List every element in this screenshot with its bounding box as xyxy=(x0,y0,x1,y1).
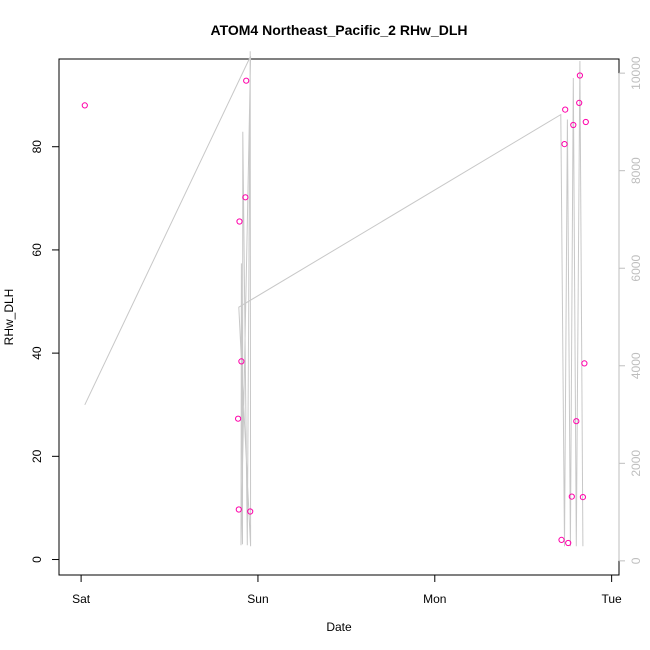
y-tick-label: 20 xyxy=(30,449,44,463)
data-point xyxy=(235,415,242,422)
data-point xyxy=(582,118,589,126)
x-tick-label: Sun xyxy=(247,592,268,606)
x-tick-label: Mon xyxy=(423,592,446,606)
plot-frame xyxy=(58,58,620,576)
y-right-tick-label: 0 xyxy=(629,557,643,564)
x-axis: Sat Sun Mon Tue xyxy=(72,574,623,606)
data-point xyxy=(570,121,577,129)
series-line-layer xyxy=(84,51,584,547)
x-axis-label: Date xyxy=(326,620,352,634)
series-line xyxy=(84,51,584,547)
data-point xyxy=(576,99,583,107)
data-point xyxy=(236,218,243,225)
y-right-tick-label: 8000 xyxy=(629,157,643,184)
data-point xyxy=(581,360,588,367)
data-point xyxy=(81,102,88,109)
y-tick-label: 0 xyxy=(30,556,44,563)
data-point xyxy=(243,77,250,84)
y-axis-left: 0 20 40 60 80 xyxy=(30,140,60,563)
y-right-tick-label: 6000 xyxy=(629,255,643,282)
chart-title: ATOM4 Northeast_Pacific_2 RHw_DLH xyxy=(211,22,468,38)
data-point xyxy=(238,358,245,365)
y-tick-label: 60 xyxy=(30,243,44,257)
y-axis-label: RHw_DLH xyxy=(2,289,16,346)
data-point xyxy=(579,494,587,501)
data-point xyxy=(576,72,584,79)
x-tick-label: Tue xyxy=(602,592,623,606)
data-point xyxy=(558,536,565,544)
y-tick-label: 80 xyxy=(30,140,44,154)
data-point xyxy=(562,106,569,113)
y-right-tick-label: 4000 xyxy=(629,352,643,379)
y-axis-right: 0 2000 4000 6000 8000 10000 xyxy=(618,56,643,564)
data-point xyxy=(247,508,254,515)
y-right-tick-label: 10000 xyxy=(629,56,643,90)
x-tick-label: Sat xyxy=(72,592,91,606)
series-points-layer xyxy=(81,72,589,547)
data-point xyxy=(565,539,572,547)
data-point xyxy=(568,493,575,500)
data-point xyxy=(573,418,580,425)
data-point xyxy=(561,141,568,148)
data-point xyxy=(242,194,249,201)
y-tick-label: 40 xyxy=(30,346,44,360)
y-right-tick-label: 2000 xyxy=(629,450,643,477)
data-point xyxy=(235,506,242,513)
